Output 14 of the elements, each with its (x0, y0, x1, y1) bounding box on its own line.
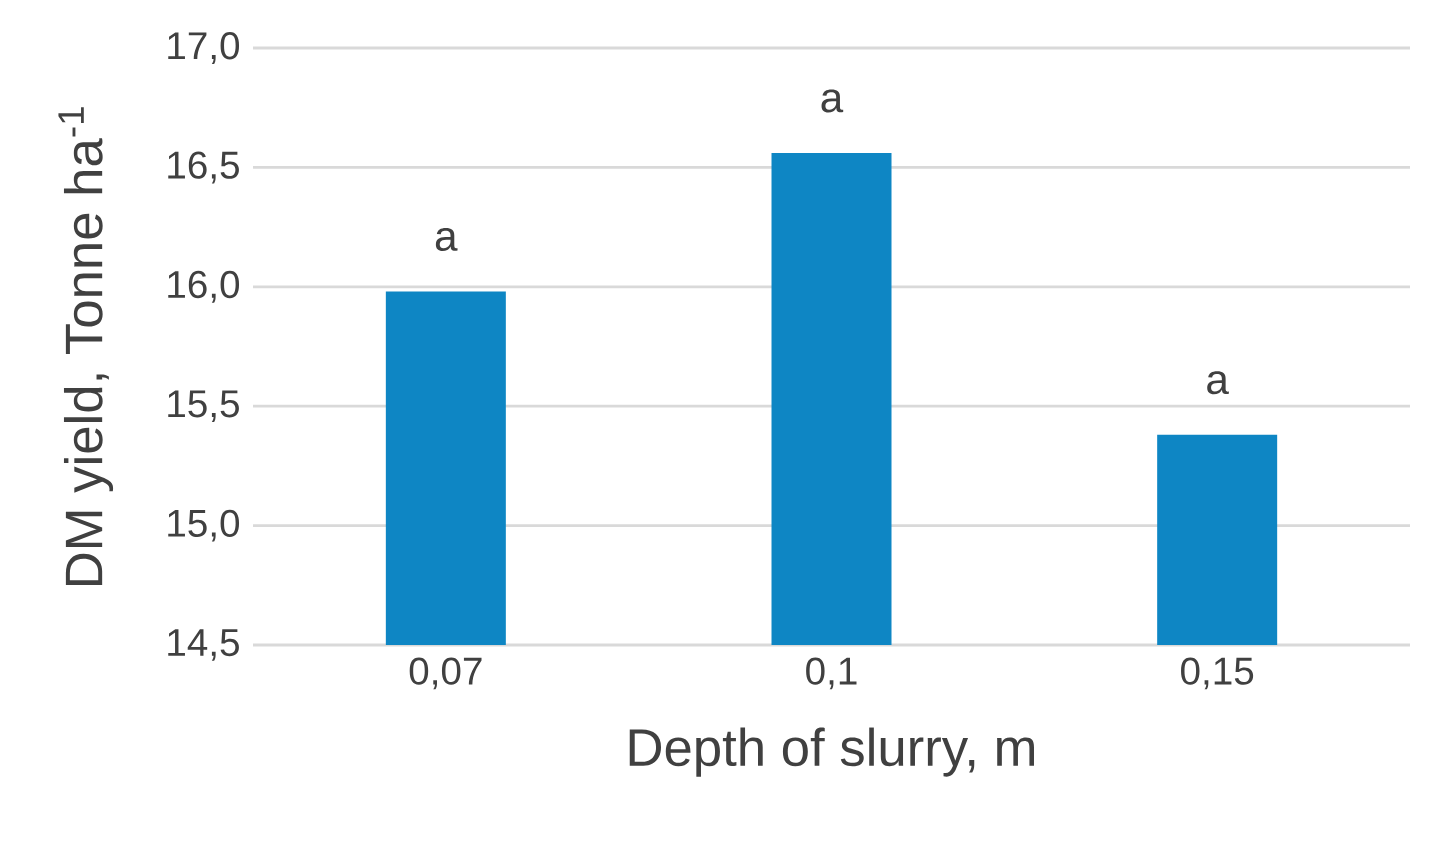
y-tick-label: 16,0 (168, 270, 240, 303)
annotation: a (1207, 371, 1229, 395)
y-tick-label: 15,0 (168, 509, 240, 542)
annotation: a (435, 227, 458, 252)
x-tick-label: 0,1 (806, 657, 857, 690)
x-axis-title: Depth of slurry, m (629, 727, 1034, 777)
y-tick-label: 15,5 (168, 390, 239, 422)
x-tick-label: 0,07 (409, 657, 482, 690)
annotation: a (821, 89, 844, 113)
y-tick-label: 16,5 (168, 151, 239, 184)
x-tick-label: 0,15 (1181, 657, 1254, 690)
y-axis-title: DM yield, Tonne ha$^{-1}$ (58, 107, 114, 586)
y-tick-label: 14,5 (168, 629, 239, 661)
y-tick-label: 17,0 (168, 32, 240, 64)
